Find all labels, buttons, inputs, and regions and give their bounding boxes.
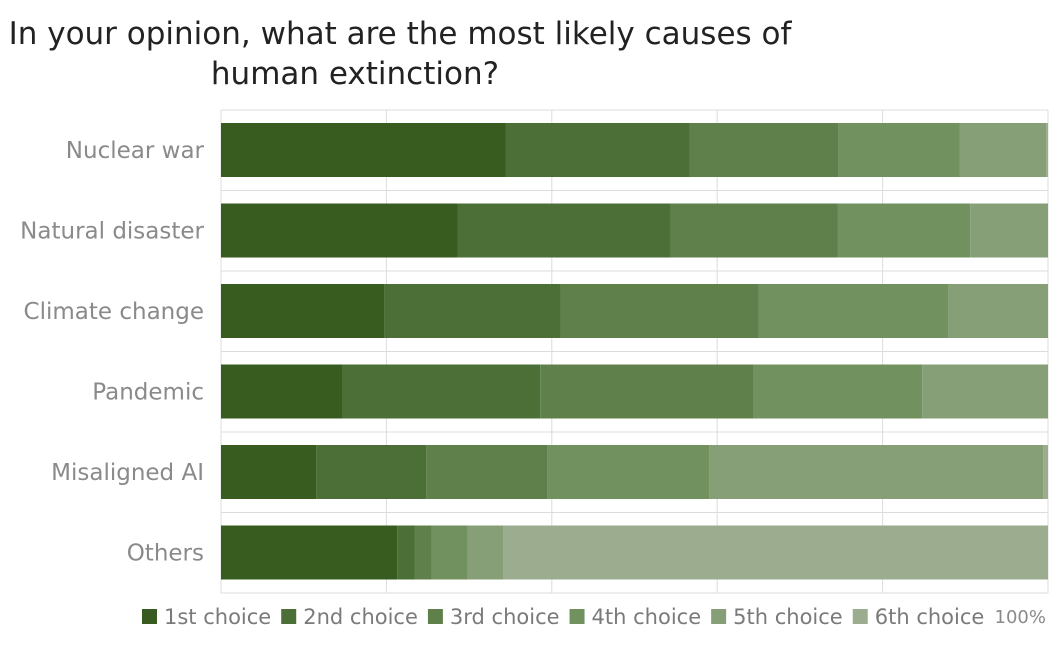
category-label: Natural disaster (20, 219, 204, 245)
bar-segment-2 (316, 445, 427, 499)
bar-segment-3 (560, 284, 759, 338)
chart-title-line-1: In your opinion, what are the most likel… (8, 16, 792, 52)
bar-segment-6 (1043, 445, 1048, 499)
category-label: Nuclear war (66, 138, 205, 164)
bar-segment-4 (837, 203, 971, 258)
bar-series (221, 123, 1049, 580)
bar-segment-4 (753, 364, 923, 419)
bar-segment-3 (540, 364, 754, 419)
bar-segment-2 (397, 525, 415, 580)
bar-segment-4 (838, 123, 960, 177)
bar-segment-5 (709, 445, 1044, 499)
legend-swatch (569, 609, 585, 624)
legend-swatch (142, 609, 157, 624)
category-label: Others (127, 541, 204, 567)
bar-segment-2 (384, 284, 561, 338)
bar-segment-6 (1046, 123, 1048, 177)
legend: 1st choice 2nd choice 3rd choice 4th choice… (142, 605, 984, 629)
legend-label: 5th choice (733, 605, 843, 629)
category-label: Climate change (24, 299, 204, 325)
legend-label: 2nd choice (303, 605, 418, 629)
bar-segment-6 (503, 525, 1049, 580)
legend-swatch (427, 609, 443, 624)
bar-segment-1 (221, 284, 385, 338)
bar-segment-1 (221, 123, 506, 177)
bar-segment-2 (342, 364, 541, 419)
bar-segment-5 (959, 123, 1047, 177)
chart-title: In your opinion, what are the most likel… (0, 14, 800, 94)
bar-segment-1 (221, 445, 317, 499)
legend-label: 6th choice (875, 605, 985, 629)
category-label: Misaligned AI (51, 460, 204, 486)
legend-swatch (711, 609, 727, 624)
category-labels: Nuclear war Natural disaster Climate chang… (20, 138, 204, 567)
bar-segment-3 (426, 445, 548, 499)
bar-segment-3 (689, 123, 839, 177)
bar-segment-4 (758, 284, 949, 338)
legend-label: 1st choice (164, 605, 271, 629)
bar-segment-2 (505, 123, 690, 177)
legend-swatch (281, 609, 297, 624)
legend-label: 4th choice (592, 605, 702, 629)
bar-segment-5 (948, 284, 1048, 338)
bar-segment-1 (221, 364, 343, 419)
bar-segment-5 (970, 203, 1048, 258)
bar-segment-4 (547, 445, 710, 499)
legend-label: 3rd choice (450, 605, 560, 629)
bar-segment-5 (922, 364, 1048, 419)
category-label: Pandemic (92, 380, 204, 406)
bar-segment-4 (431, 525, 468, 580)
bar-segment-1 (221, 203, 458, 258)
bar-segment-3 (414, 525, 432, 580)
legend-swatch (852, 609, 868, 624)
bar-segment-2 (457, 203, 671, 258)
bar-segment-1 (221, 525, 398, 580)
bar-segment-5 (467, 525, 504, 580)
bar-segment-3 (670, 203, 838, 258)
chart-title-line-2: human extinction? (210, 56, 500, 92)
x-axis-end-label: 100% (995, 607, 1046, 628)
gridlines (220, 109, 1049, 594)
